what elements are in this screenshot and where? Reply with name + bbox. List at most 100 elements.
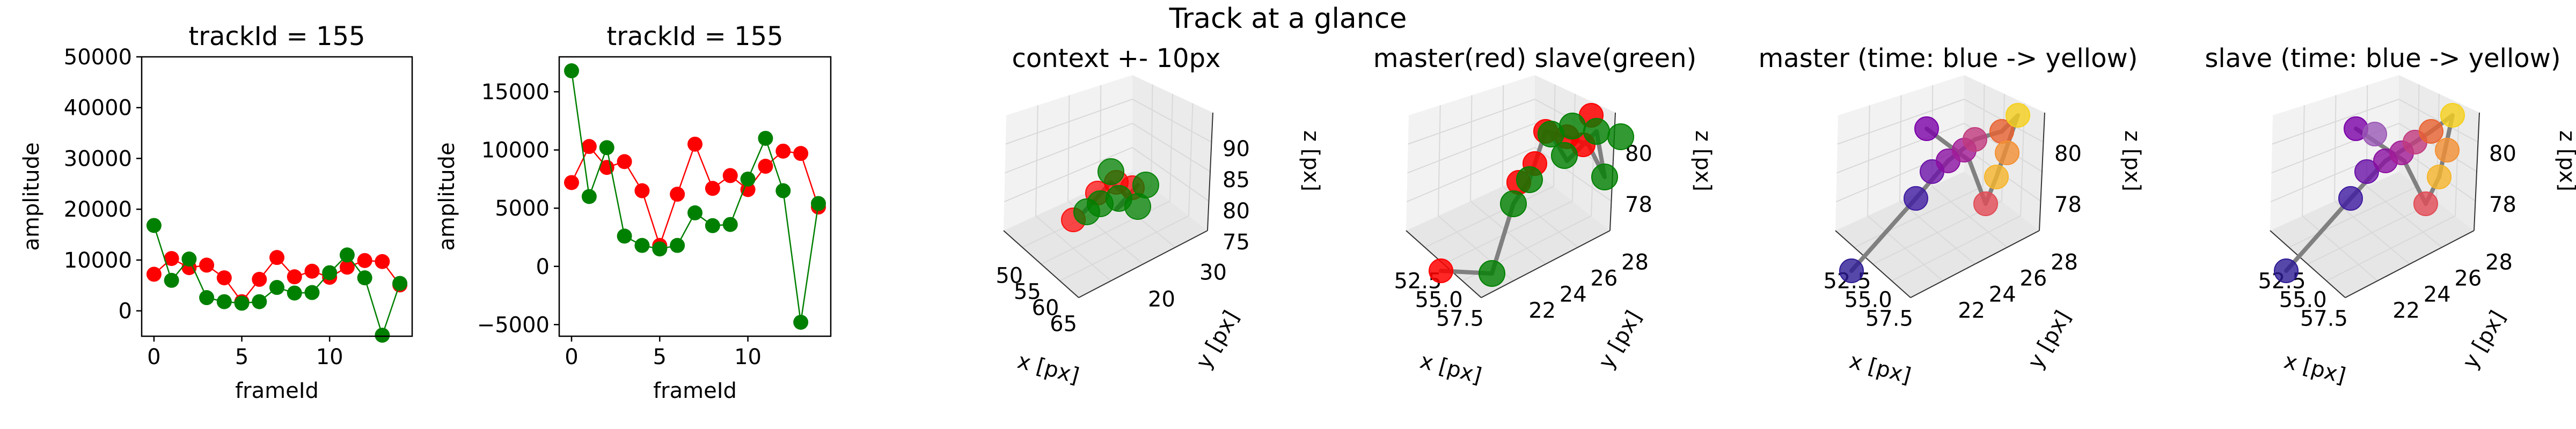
data-point bbox=[181, 252, 197, 267]
z-tick-label: 78 bbox=[1625, 193, 1652, 217]
x-axis-line bbox=[2270, 230, 2346, 298]
data-point bbox=[339, 260, 355, 275]
scatter-point bbox=[1132, 172, 1159, 198]
data-point bbox=[634, 238, 650, 253]
y-tick-label: 0 bbox=[119, 299, 132, 324]
data-point bbox=[375, 328, 390, 343]
x-tick-label: 0 bbox=[565, 345, 578, 369]
z-axis-line bbox=[2473, 112, 2480, 231]
x-axis-line bbox=[1835, 230, 1911, 298]
scatter-point bbox=[2338, 186, 2363, 211]
data-point bbox=[234, 295, 250, 311]
data-point bbox=[740, 182, 756, 197]
y-tick-label: 15000 bbox=[481, 80, 550, 105]
data-point bbox=[793, 146, 809, 161]
y-tick-label: 26 bbox=[2019, 267, 2047, 291]
scatter-point bbox=[1904, 186, 1928, 211]
y-axis-label: y [px] bbox=[1594, 306, 1646, 373]
data-point bbox=[357, 270, 372, 286]
y-axis-label: amplitude bbox=[435, 142, 459, 250]
chart-title: slave (time: blue -> yellow) bbox=[2205, 43, 2560, 73]
scatter-point bbox=[2274, 258, 2299, 283]
y-tick-label: 5000 bbox=[495, 196, 550, 221]
z-tick-label: 80 bbox=[2054, 142, 2082, 166]
chart-panel-2: trackId = 155 0 5 10 −5000 0 5000 10000 15000 fra… bbox=[435, 21, 832, 403]
scatter-point bbox=[1984, 165, 2009, 189]
data-point bbox=[687, 136, 702, 152]
data-point bbox=[775, 143, 791, 159]
z-tick-label: 78 bbox=[2489, 193, 2516, 217]
y-tick-label: 50000 bbox=[64, 45, 132, 70]
x-axis-label: frameId bbox=[235, 379, 319, 403]
grid-line bbox=[1005, 123, 1133, 174]
grid-line bbox=[1407, 123, 1535, 174]
data-point bbox=[146, 267, 162, 282]
y-tick-label: 28 bbox=[2485, 250, 2513, 275]
grid-line bbox=[1891, 215, 2021, 282]
x-tick-label: 50 bbox=[996, 264, 1023, 289]
x-tick-label: 55.0 bbox=[2279, 288, 2327, 313]
data-point bbox=[793, 314, 809, 330]
chart-panel-1: trackId = 155 0 5 10 0 10000 20000 30000 40000 50… bbox=[19, 21, 413, 403]
y-tick-label: 26 bbox=[2454, 267, 2482, 291]
z-axis-line bbox=[2039, 112, 2045, 231]
x-tick-label: 60 bbox=[1032, 296, 1059, 321]
x-axis-label: x [px] bbox=[1847, 349, 1914, 389]
chart-title: master (time: blue -> yellow) bbox=[1759, 43, 2138, 73]
y-tick-label: 20000 bbox=[64, 197, 132, 222]
figure-suptitle: Track at a glance bbox=[1169, 3, 1407, 35]
data-point bbox=[199, 257, 215, 273]
scatter-point bbox=[1607, 123, 1634, 150]
data-point bbox=[304, 263, 320, 279]
y-tick-label: 30000 bbox=[64, 146, 132, 171]
data-point bbox=[722, 217, 738, 232]
y-tick-label: 28 bbox=[1621, 250, 1649, 275]
data-point bbox=[634, 183, 650, 198]
grid-line bbox=[2398, 99, 2478, 143]
z-axis-label: z [px] bbox=[2555, 130, 2576, 191]
data-point bbox=[705, 218, 720, 233]
y-tick-label: 26 bbox=[1590, 267, 1618, 291]
data-point bbox=[216, 294, 232, 309]
data-point bbox=[811, 196, 826, 211]
data-series-2 bbox=[146, 218, 408, 343]
y-tick-label: 22 bbox=[1528, 299, 1556, 323]
grid-line bbox=[1408, 99, 1535, 145]
chart-panel-6: slave (time: blue -> yellow)52.555.057.5… bbox=[2205, 43, 2576, 389]
data-point bbox=[687, 205, 702, 220]
data-point bbox=[652, 241, 668, 257]
data-point bbox=[670, 238, 685, 253]
z-tick-label: 80 bbox=[2489, 142, 2516, 166]
x-tick-label: 10 bbox=[316, 345, 343, 369]
grid-line bbox=[1837, 99, 1965, 145]
x-tick-label: 65 bbox=[1050, 312, 1077, 337]
grid-line bbox=[2366, 186, 2442, 248]
data-point bbox=[775, 183, 791, 198]
scatter-point bbox=[1995, 140, 2019, 165]
scatter-point bbox=[1914, 116, 1939, 141]
data-point bbox=[564, 175, 579, 190]
grid-line bbox=[1059, 215, 1189, 282]
y-tick-label: 10000 bbox=[64, 248, 132, 273]
y-tick-label: 28 bbox=[2051, 250, 2078, 275]
scatter-point bbox=[2413, 191, 2438, 216]
y-tick-label: 22 bbox=[2392, 299, 2420, 323]
x-axis-label: x [px] bbox=[1015, 349, 1082, 389]
scatter-point bbox=[2362, 122, 2387, 146]
grid-line bbox=[1132, 99, 1212, 143]
data-point bbox=[199, 290, 215, 306]
scatter-point bbox=[1583, 118, 1610, 145]
scatter-point bbox=[1429, 258, 1453, 283]
x-axis-label: x [px] bbox=[2281, 349, 2348, 389]
y-axis-label: amplitude bbox=[19, 142, 44, 250]
x-tick-label: 57.5 bbox=[1436, 307, 1484, 331]
x-tick-label: 0 bbox=[147, 345, 160, 369]
grid-line bbox=[2334, 201, 2410, 265]
z-tick-label: 75 bbox=[1223, 230, 1250, 255]
data-point bbox=[252, 294, 267, 309]
x-axis-label: frameId bbox=[653, 379, 737, 403]
plot-frame bbox=[558, 56, 832, 337]
data-point bbox=[304, 285, 320, 300]
data-point bbox=[740, 171, 756, 187]
data-point bbox=[164, 251, 179, 267]
